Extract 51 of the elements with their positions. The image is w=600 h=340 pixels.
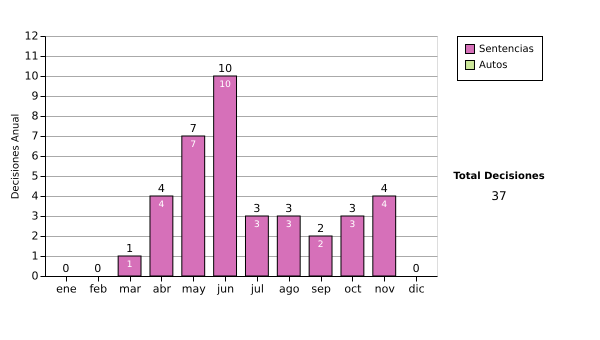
- data-label: 1: [126, 260, 132, 270]
- total-label: 7: [190, 122, 197, 135]
- y-tick-label: 12: [24, 30, 38, 42]
- total-label: 3: [253, 202, 260, 215]
- x-tick-label: abr: [152, 282, 172, 296]
- y-tick-label: 6: [32, 150, 38, 162]
- x-tick-label: jun: [216, 282, 234, 296]
- data-label: 4: [381, 200, 388, 210]
- x-tick-label: nov: [374, 282, 396, 296]
- x-tick-label: ago: [279, 282, 300, 296]
- y-tick-label: 5: [32, 170, 38, 182]
- y-tick-label: 10: [24, 70, 38, 82]
- y-tick-label: 3: [32, 210, 38, 222]
- total-label: 2: [317, 222, 324, 235]
- legend-label: Sentencias: [479, 44, 534, 55]
- total-label: 4: [158, 182, 165, 195]
- text: 37: [491, 189, 507, 203]
- data-label: 2: [318, 240, 324, 250]
- data-label: 3: [350, 220, 356, 230]
- x-tick-label: ene: [56, 282, 77, 296]
- total-label: 10: [218, 62, 232, 75]
- x-tick-label: mar: [119, 282, 142, 296]
- x-tick-label: oct: [344, 282, 362, 296]
- x-tick-label: sep: [311, 282, 331, 296]
- x-tick-label: jul: [250, 282, 264, 296]
- data-label: 10: [219, 80, 232, 90]
- y-tick-label: 1: [32, 250, 38, 262]
- y-tick-label: 4: [32, 190, 38, 202]
- total-label: 3: [348, 202, 356, 215]
- total-label: 0: [412, 262, 420, 275]
- y-tick-label: 0: [32, 270, 38, 282]
- y-tick-label: 9: [32, 90, 38, 102]
- data-label: 4: [158, 200, 165, 210]
- y-axis-title: Decisiones Anual: [10, 114, 22, 200]
- total-label: 1: [126, 242, 134, 255]
- y-tick-label: 2: [32, 230, 38, 242]
- total-label: 0: [94, 262, 102, 275]
- data-label: 3: [286, 220, 292, 230]
- x-tick-label: feb: [89, 282, 108, 296]
- y-tick-label: 11: [24, 50, 38, 62]
- x-tick-label: dic: [408, 282, 425, 296]
- total-label: 3: [285, 202, 292, 215]
- y-tick-label: 7: [32, 130, 38, 142]
- total-label: 4: [380, 182, 388, 195]
- data-label: 7: [190, 140, 196, 150]
- data-label: 3: [254, 220, 260, 230]
- legend-label: Autos: [479, 60, 508, 71]
- y-tick-label: 8: [32, 110, 38, 122]
- x-tick-label: may: [182, 282, 206, 296]
- text: Total Decisiones: [453, 171, 545, 182]
- total-label: 0: [62, 262, 70, 275]
